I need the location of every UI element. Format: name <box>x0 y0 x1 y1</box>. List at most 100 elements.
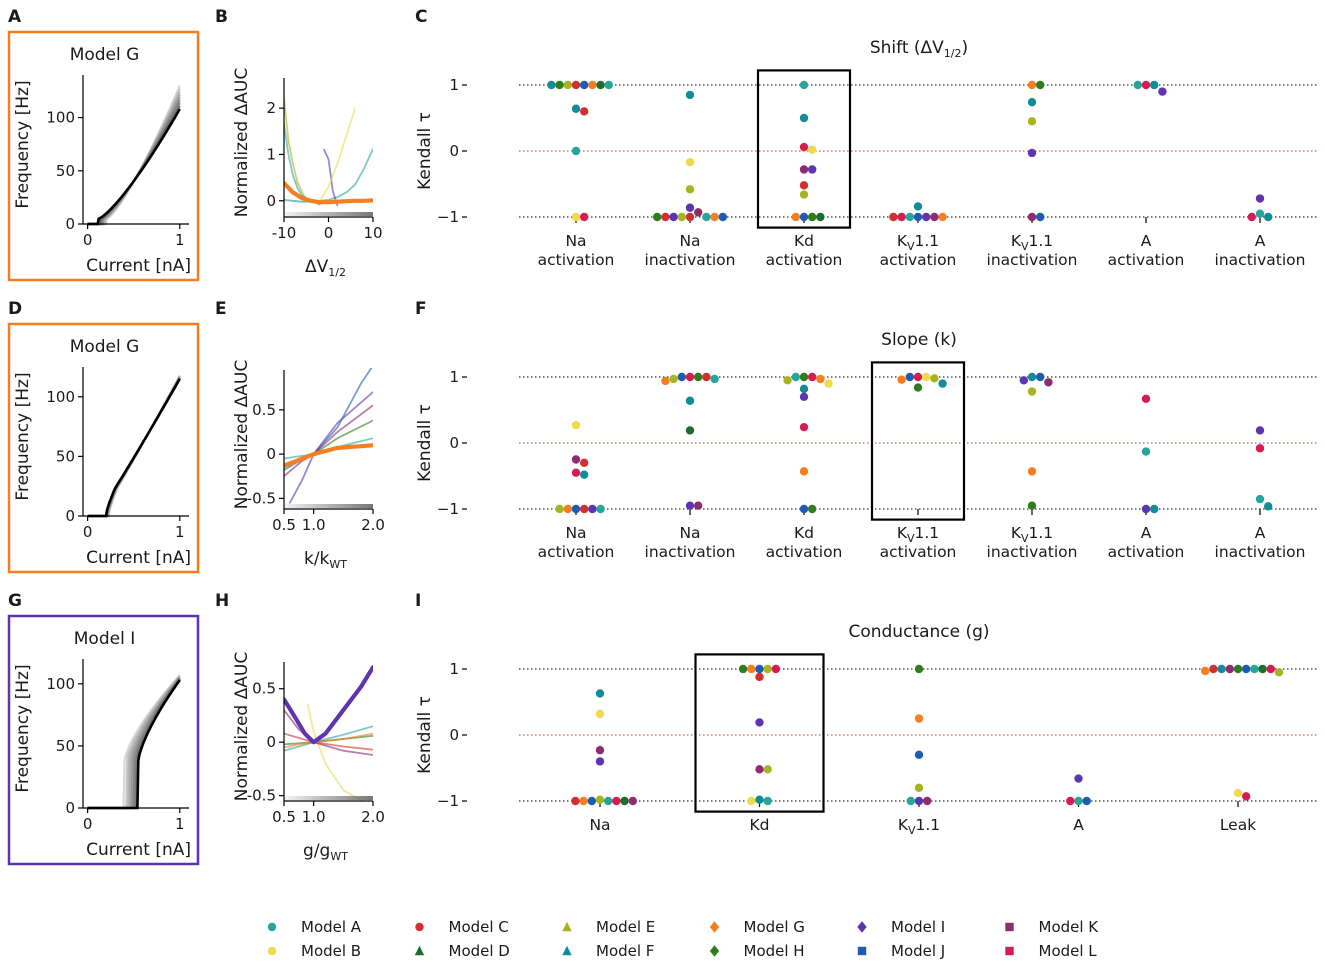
data-point <box>799 212 809 222</box>
y-axis-label: Frequency [Hz] <box>13 80 33 208</box>
data-point <box>580 80 589 90</box>
y-tick-label: 0 <box>449 142 459 160</box>
data-point <box>595 689 605 698</box>
data-point <box>1264 212 1273 222</box>
x-tick-label: 10 <box>363 224 382 242</box>
fi-trace <box>87 375 181 518</box>
panel-letter-i: I <box>415 591 421 611</box>
category-label: activation <box>1108 251 1185 269</box>
data-point <box>1027 117 1037 126</box>
y-axis-label: Normalized ΔAUC <box>232 68 252 217</box>
category-label: activation <box>1108 543 1185 561</box>
data-point <box>905 372 914 382</box>
panel-frame <box>7 322 200 574</box>
data-point <box>628 796 637 806</box>
y-tick-label: 50 <box>56 162 75 180</box>
legend-marker <box>562 921 572 932</box>
x-axis-label: ΔV1/2 <box>305 257 346 279</box>
y-tick-label: 100 <box>46 388 75 406</box>
series-line <box>318 148 373 202</box>
data-point <box>763 664 772 674</box>
x-tick-label: 0 <box>83 231 93 249</box>
series-line <box>284 97 308 202</box>
data-point <box>718 212 727 222</box>
data-point <box>799 422 809 432</box>
series-line <box>284 665 373 745</box>
x-tick-label: 0.5 <box>272 808 296 826</box>
y-tick-label: 0.5 <box>252 401 276 419</box>
data-point <box>808 504 817 514</box>
fi-trace <box>87 374 181 518</box>
category-label: KV1.1 <box>897 524 939 545</box>
data-point <box>702 372 711 382</box>
range-gradient <box>284 796 373 800</box>
data-point <box>914 783 924 792</box>
data-point <box>1233 788 1243 798</box>
data-point <box>1019 376 1028 385</box>
fi-panel-g: Model I 0 50 100 0 1 Current [nA] Frequency [Hz… <box>7 614 200 866</box>
data-point <box>694 208 703 217</box>
x-axis-label: Current [nA] <box>86 548 191 568</box>
data-point <box>783 376 792 385</box>
data-point <box>1255 194 1265 203</box>
data-point <box>799 384 809 394</box>
range-gradient <box>284 504 373 508</box>
category-label: Na <box>589 816 610 834</box>
data-point <box>799 372 809 382</box>
data-point <box>1027 212 1037 222</box>
series-line <box>306 703 366 801</box>
data-point <box>1209 664 1218 674</box>
x-tick-label: 0 <box>83 815 93 833</box>
x-tick-label: 1 <box>175 231 185 249</box>
data-point <box>653 212 662 222</box>
legend-marker <box>709 945 720 957</box>
data-point <box>604 796 613 806</box>
y-axis-label: Normalized ΔAUC <box>232 360 252 509</box>
panel-title: Model G <box>70 45 140 65</box>
legend-marker <box>267 946 277 956</box>
data-point <box>580 504 589 514</box>
legend-marker <box>562 945 572 956</box>
data-point <box>563 504 572 514</box>
highlight-box <box>870 361 966 521</box>
panel-title: Model G <box>70 337 140 357</box>
data-point <box>1242 664 1251 674</box>
y-tick-label: 50 <box>56 447 75 465</box>
panel-letter-g: G <box>8 591 22 611</box>
category-label: inactivation <box>987 251 1078 269</box>
y-tick-label: 1 <box>449 660 459 678</box>
category-label: A <box>1141 524 1152 542</box>
panel-letter-c: C <box>415 7 427 27</box>
fi-trace <box>87 93 181 226</box>
y-tick-label: 1 <box>449 368 459 386</box>
category-label: KV1.1 <box>1011 232 1053 253</box>
data-point <box>808 145 817 154</box>
category-label: activation <box>880 543 957 561</box>
data-point <box>913 212 923 222</box>
data-point <box>685 158 695 167</box>
data-point <box>914 714 924 723</box>
x-tick-label: 0.5 <box>272 516 296 534</box>
sensitivity-panel-e: -0.5 0 0.5 0.5 1.0 2.0 k/kWT Normalized ΔAUC <box>232 360 385 571</box>
x-tick-label: 0 <box>324 224 334 242</box>
legend-label: Model I <box>891 918 945 936</box>
data-point <box>938 212 947 222</box>
y-tick-label: 0 <box>65 215 75 233</box>
data-point <box>922 212 931 222</box>
data-point <box>1141 80 1151 90</box>
data-point <box>799 467 809 476</box>
legend-label: Model G <box>744 918 805 936</box>
data-point <box>897 375 906 384</box>
y-tick-label: 0 <box>65 507 75 525</box>
series-lines <box>284 97 373 207</box>
data-point <box>571 468 581 477</box>
data-point <box>889 212 898 222</box>
data-point <box>596 504 605 514</box>
data-point <box>906 796 915 806</box>
data-point <box>595 709 605 719</box>
panel-letter-b: B <box>215 7 228 27</box>
panel-frame <box>7 614 200 866</box>
data-point <box>661 212 670 222</box>
legend-label: Model B <box>301 942 361 960</box>
